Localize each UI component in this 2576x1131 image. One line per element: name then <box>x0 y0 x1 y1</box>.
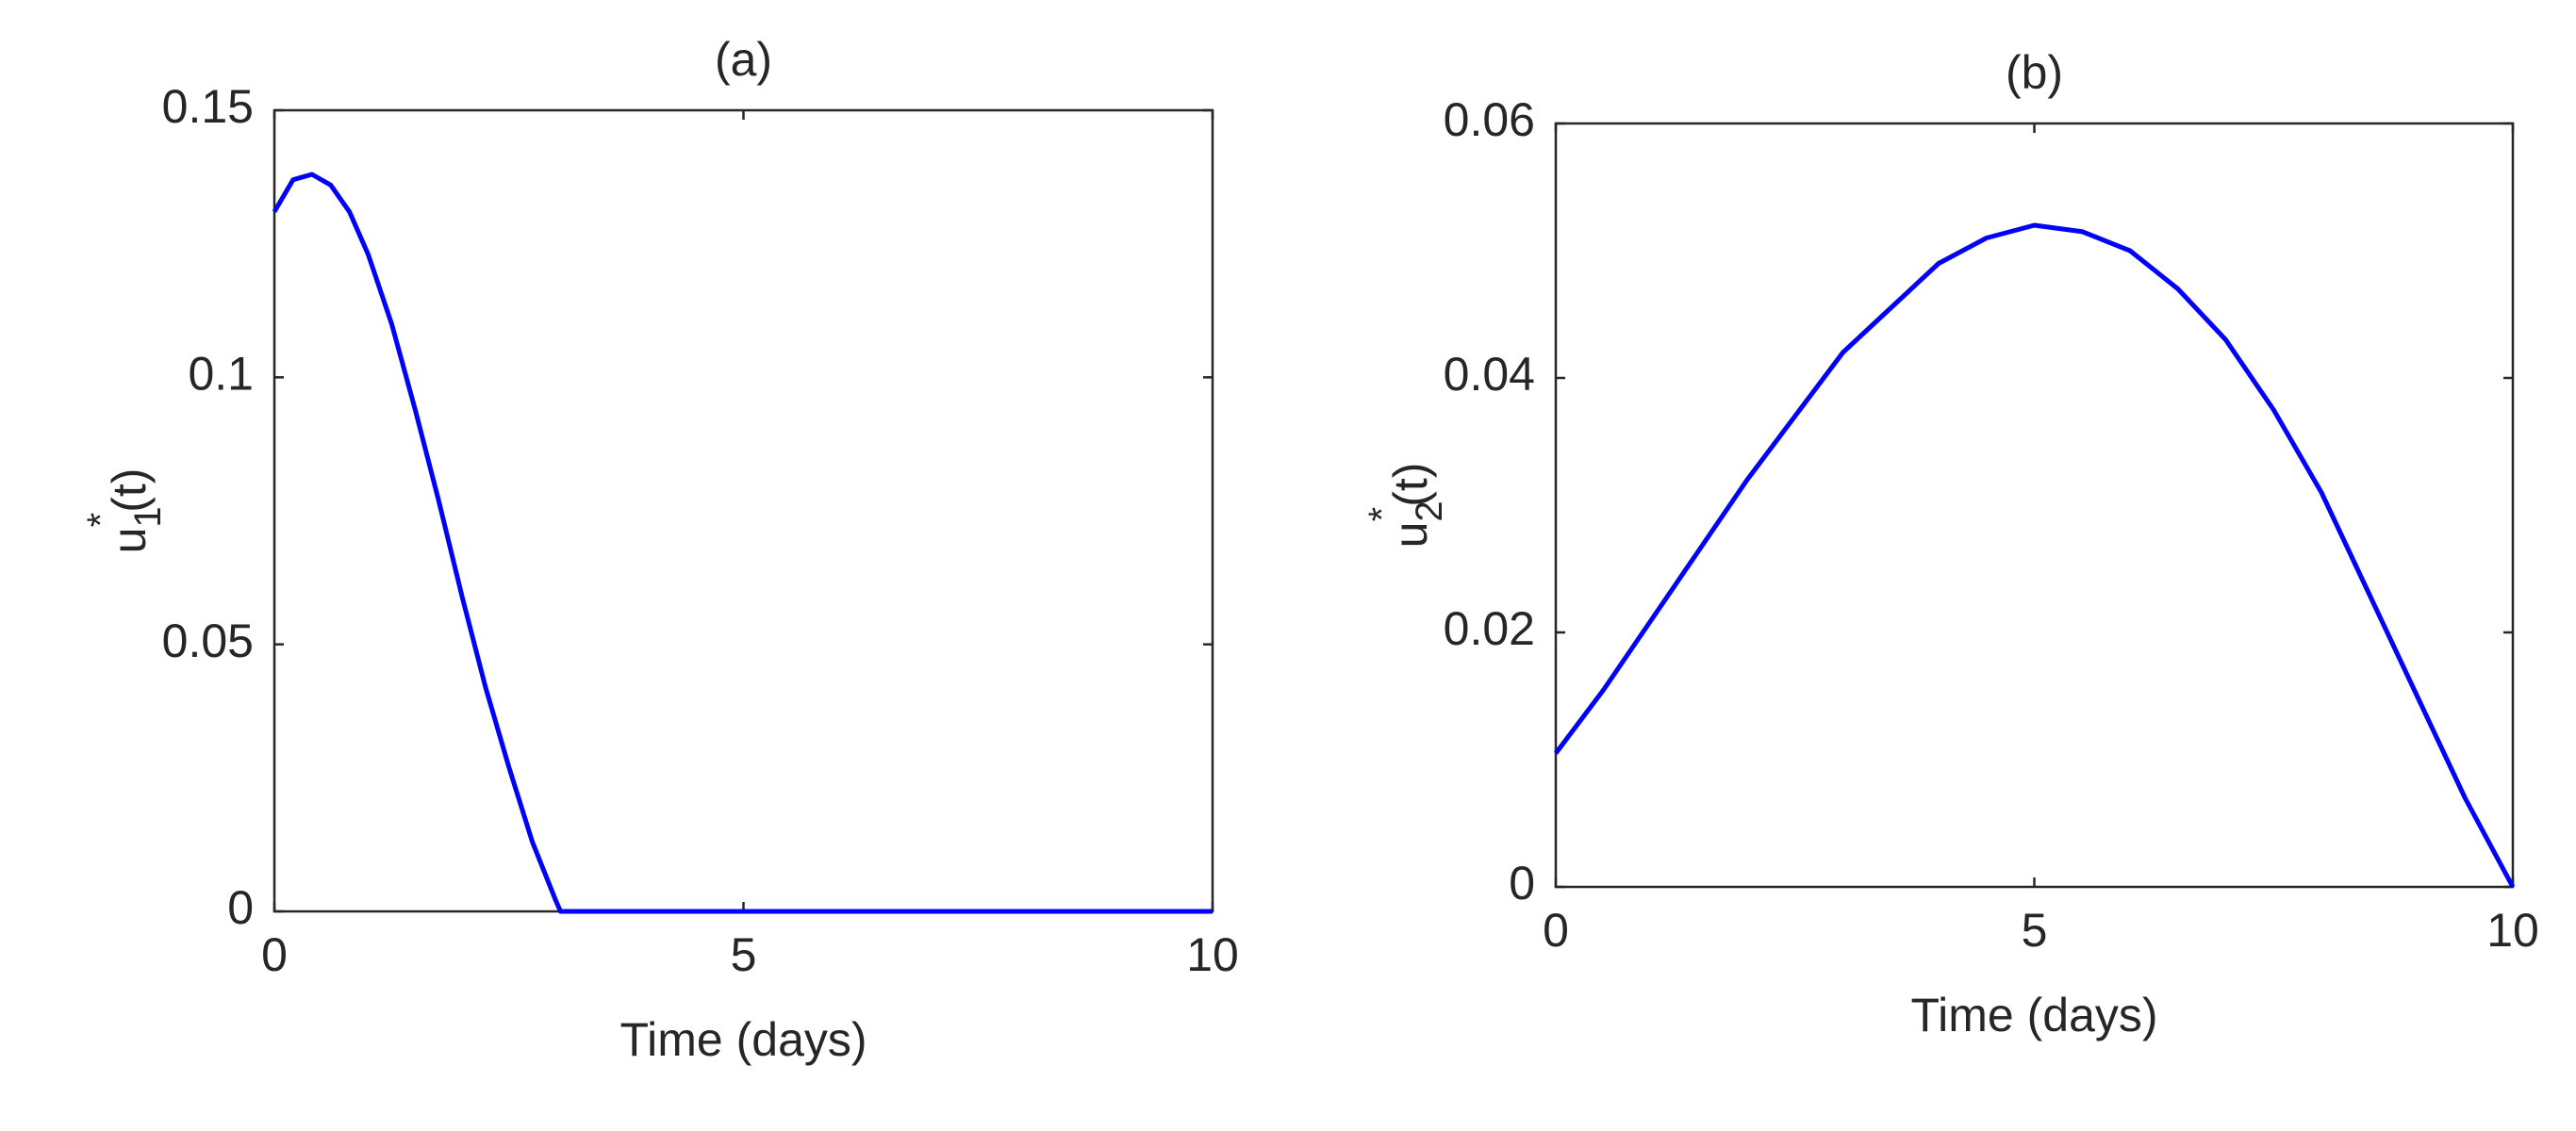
y-tick-label: 0 <box>227 881 254 934</box>
y-label-sup: * <box>80 513 122 528</box>
y-tick-label: 0 <box>1509 857 1535 910</box>
y-tick-label: 0.04 <box>1444 348 1535 401</box>
y-label-sup: * <box>1362 507 1403 522</box>
y-tick-label: 0.05 <box>162 615 254 667</box>
chart-title: (b) <box>2006 46 2063 99</box>
x-axis-label: Time (days) <box>619 1013 867 1066</box>
y-label-sub: 1 <box>127 506 169 527</box>
y-tick-label: 0.06 <box>1444 93 1535 146</box>
y-label-rest: (t) <box>103 468 156 513</box>
x-tick-label: 5 <box>731 928 757 981</box>
x-tick-label: 0 <box>261 928 288 981</box>
data-line <box>1554 222 2516 889</box>
x-axis-label: Time (days) <box>1910 989 2157 1041</box>
x-tick-label: 10 <box>1186 928 1239 981</box>
y-axis-label: u1 *(t) <box>80 468 169 554</box>
y-label-rest: (t) <box>1384 463 1437 507</box>
y-label-sub: 2 <box>1409 500 1450 521</box>
plot-frame <box>272 108 1214 913</box>
x-tick-label: 5 <box>2022 904 2048 957</box>
y-label-base: u <box>1384 522 1437 549</box>
x-tick-label: 0 <box>1543 904 1569 957</box>
plot-frame <box>1554 122 2515 889</box>
y-axis-label: u2 *(t) <box>1362 463 1450 549</box>
y-tick-label: 0.02 <box>1444 602 1535 655</box>
chart: 0 5 10 0 0.02 0.04 0.06 (b) Time (days) u2 *(t) <box>1362 46 2539 1041</box>
chart: 0 5 10 0 0.05 0.1 0.15 (a) Time (days) u1 *(t) <box>80 33 1239 1066</box>
data-line <box>272 172 1213 914</box>
chart-title: (a) <box>715 33 772 86</box>
x-tick-label: 10 <box>2486 904 2539 957</box>
y-tick-label: 0.15 <box>162 80 254 133</box>
y-tick-label: 0.1 <box>188 348 254 401</box>
y-label-base: u <box>103 528 156 554</box>
